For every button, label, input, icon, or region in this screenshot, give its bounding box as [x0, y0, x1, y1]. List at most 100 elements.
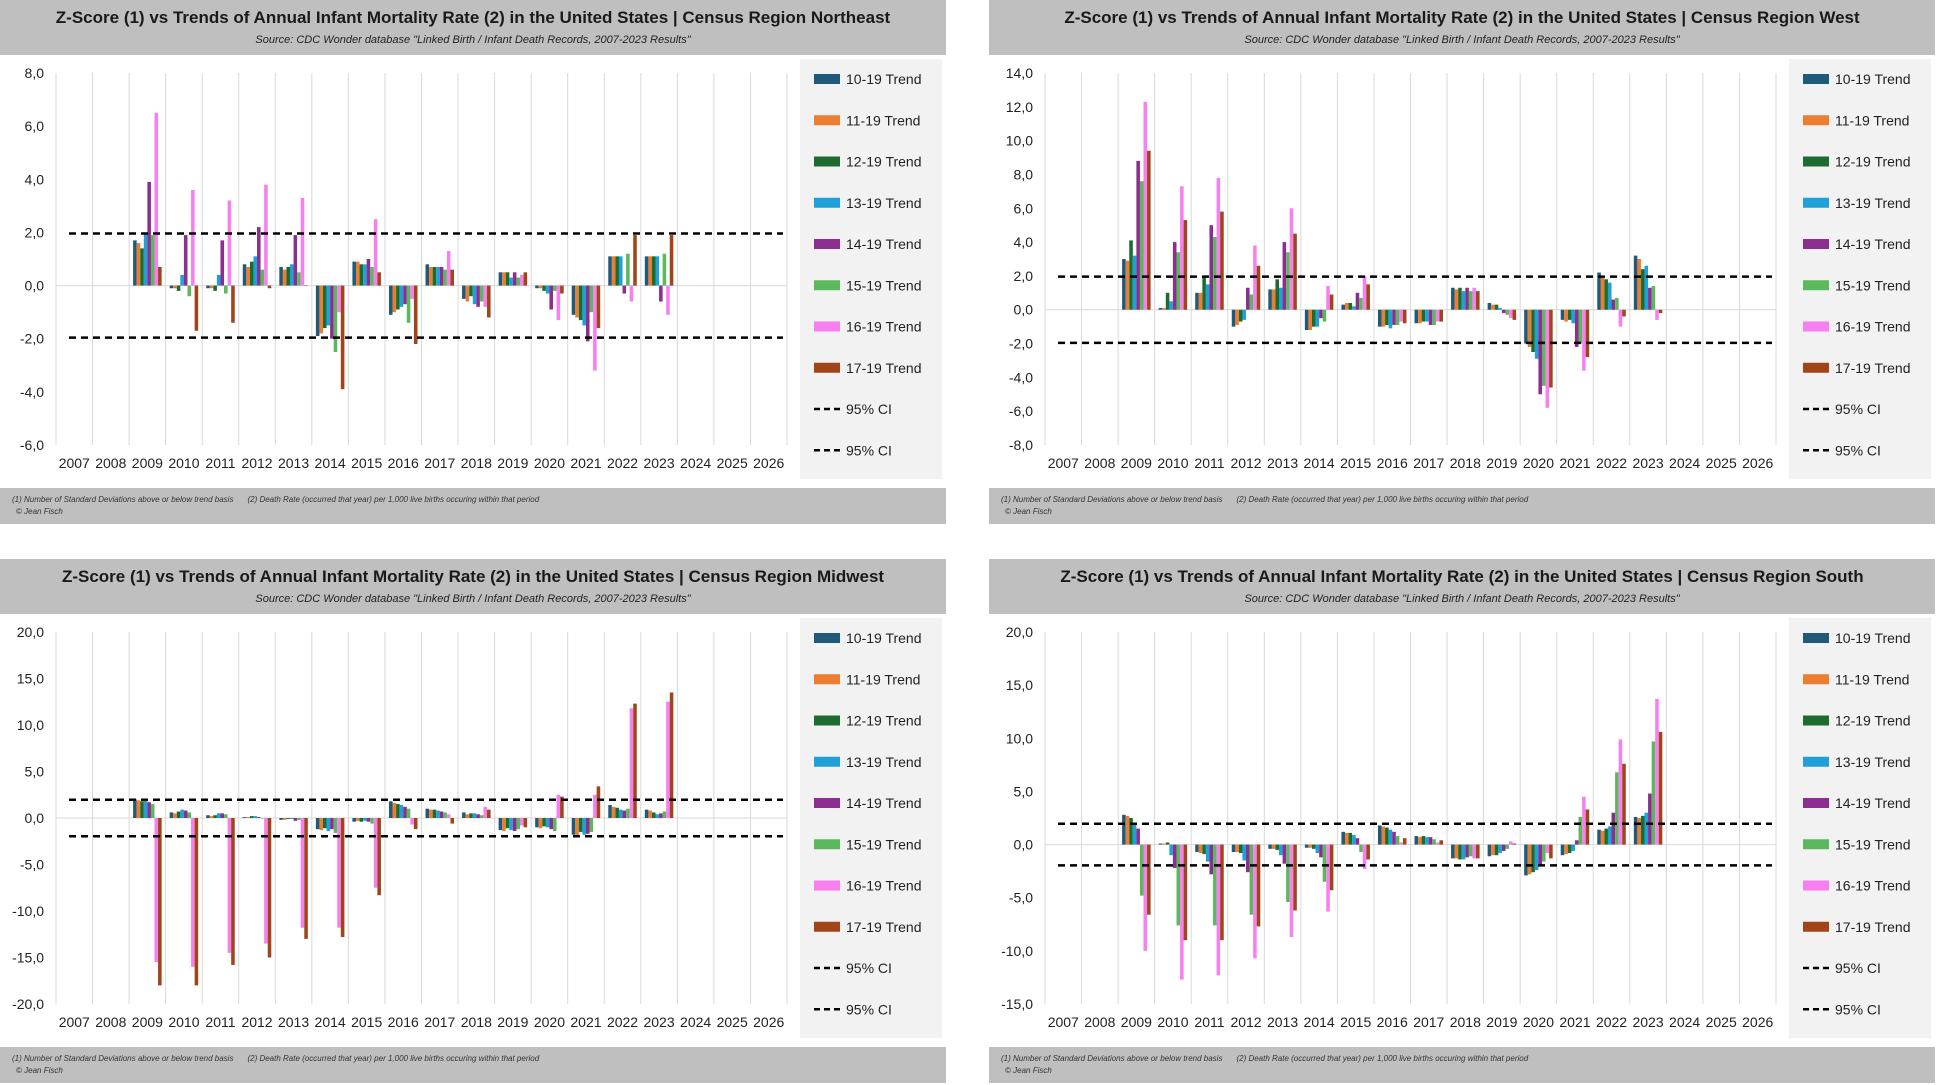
bar — [297, 818, 301, 820]
bar — [1235, 844, 1239, 853]
x-tick-label: 2009 — [1121, 1014, 1152, 1030]
bar — [355, 818, 360, 821]
chart-svg-northeast: -6,0 -4,0 -2,0 0,0 2,0 4,0 6,0 8,0 2007 2008 2009 2… — [20, 59, 942, 479]
bar — [1465, 287, 1469, 310]
bar — [1607, 826, 1612, 845]
legend-label: 95% CI — [846, 960, 892, 976]
bar — [1549, 844, 1553, 859]
bar — [1509, 841, 1513, 845]
bar — [1501, 309, 1506, 314]
bar — [304, 818, 308, 939]
bar — [443, 812, 447, 818]
bar — [1487, 302, 1492, 310]
bar — [297, 272, 301, 286]
bar — [1458, 844, 1462, 860]
chart-subtitle: Source: CDC Wonder database "Linked Birt… — [1244, 34, 1680, 46]
legend-swatch — [814, 239, 840, 249]
bar — [1235, 309, 1239, 325]
bar — [154, 112, 159, 286]
bar — [315, 818, 320, 830]
legend-label: 17-19 Trend — [1835, 360, 1911, 376]
bar — [1465, 844, 1469, 858]
bar — [429, 266, 433, 286]
legend-swatch — [814, 715, 840, 726]
bar — [1582, 309, 1586, 371]
bar — [633, 703, 637, 818]
y-tick-label: -5,0 — [20, 857, 44, 873]
legend-swatch — [814, 674, 840, 685]
x-tick-label: 2012 — [1230, 1014, 1261, 1030]
bar — [1451, 287, 1455, 310]
x-tick-label: 2021 — [1559, 1014, 1590, 1030]
bar — [1658, 309, 1663, 314]
bar — [1176, 252, 1181, 310]
legend-swatch — [1803, 798, 1829, 808]
x-tick-label: 2016 — [1377, 455, 1408, 471]
bar — [1129, 818, 1133, 845]
bar — [542, 818, 546, 827]
bar — [1648, 287, 1652, 310]
bar — [355, 261, 360, 286]
bar — [392, 803, 397, 818]
x-tick-label: 2020 — [534, 1014, 565, 1030]
bar — [143, 799, 148, 818]
bar — [1388, 829, 1393, 845]
bar — [1512, 843, 1517, 845]
x-tick-label: 2018 — [461, 455, 492, 471]
bar — [483, 285, 488, 307]
bar — [1180, 844, 1184, 980]
bar — [140, 248, 144, 286]
plot-area: -20,0 -15,0 -10,0 -5,0 0,0 5,0 10,0 15,0 20,0 200… — [0, 614, 946, 1047]
bar — [1491, 844, 1495, 856]
legend-label: 17-19 Trend — [1835, 919, 1911, 935]
bar — [571, 818, 576, 835]
bar — [1494, 844, 1499, 856]
footnotes: (1) Number of Standard Deviations above … — [1001, 495, 1542, 504]
bar — [648, 256, 652, 286]
x-tick-label: 2010 — [168, 1014, 199, 1030]
bar — [560, 796, 564, 818]
x-tick-label: 2013 — [1267, 1014, 1298, 1030]
bar — [209, 285, 214, 289]
bar — [1176, 844, 1181, 926]
y-tick-label: 10,0 — [17, 717, 44, 733]
y-tick-label: -10,0 — [1001, 943, 1033, 959]
bar — [618, 256, 623, 286]
bar — [542, 285, 546, 291]
bar — [1527, 309, 1532, 347]
bar — [1355, 292, 1360, 310]
bar — [626, 253, 630, 286]
chart-svg-south: -15,0 -10,0 -5,0 0,0 5,0 10,0 15,0 20,0 2007 2008… — [1001, 618, 1931, 1038]
bar — [352, 261, 356, 286]
bar — [1180, 186, 1184, 310]
bar — [1585, 309, 1590, 358]
bar — [1531, 309, 1535, 352]
bar — [136, 243, 141, 286]
bar — [425, 264, 430, 286]
bar — [206, 285, 210, 289]
y-tick-label: 20,0 — [1006, 624, 1033, 640]
bar — [476, 285, 480, 307]
bar — [622, 285, 627, 294]
bar — [1165, 292, 1170, 310]
bar — [388, 801, 393, 818]
bar — [1498, 308, 1502, 310]
bar — [1326, 286, 1330, 310]
footnotes: (1) Number of Standard Deviations above … — [12, 495, 553, 504]
x-tick-label: 2007 — [59, 1014, 90, 1030]
legend-swatch — [814, 197, 840, 208]
y-tick-label: 4,0 — [25, 171, 45, 187]
footnote-2: (2) Death Rate (occurred that year) per … — [1236, 495, 1529, 504]
legend-label: 11-19 Trend — [1835, 112, 1909, 128]
legend-label: 14-19 Trend — [846, 236, 922, 252]
bar — [1611, 299, 1616, 310]
bar — [1564, 844, 1568, 855]
legend-label: 13-19 Trend — [846, 754, 922, 770]
bar — [1524, 309, 1528, 344]
bar — [410, 285, 414, 299]
bar — [1651, 286, 1656, 310]
bar — [633, 235, 637, 286]
legend-label: 16-19 Trend — [846, 319, 922, 335]
y-tick-label: 0,0 — [1014, 302, 1034, 318]
bar — [1183, 844, 1188, 941]
